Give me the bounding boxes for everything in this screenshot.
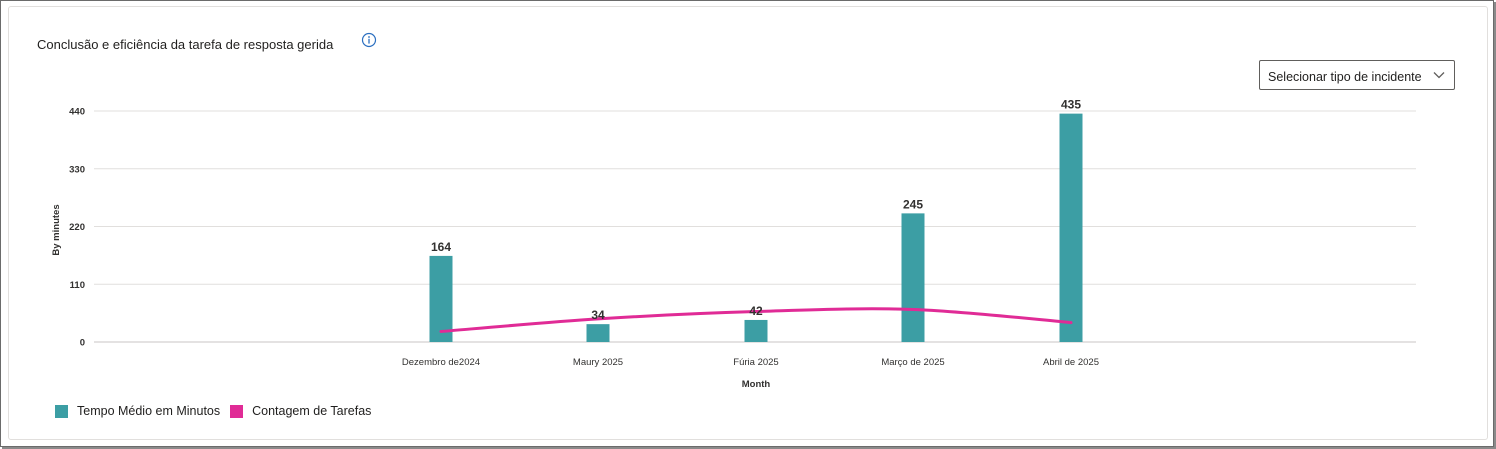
- series-line: [439, 307, 1073, 333]
- line-series: [439, 307, 1073, 333]
- x-tick-label: Dezembro de2024: [402, 357, 480, 368]
- x-tick-label: Março de 2025: [881, 357, 944, 368]
- chevron-down-icon: [1433, 72, 1445, 79]
- y-tick-label: 220: [69, 222, 85, 233]
- data-label: 164: [431, 240, 451, 254]
- incident-type-dropdown-label: Selecionar tipo de incidente: [1268, 70, 1422, 84]
- data-labels: 164 34 42 245 435: [431, 98, 1081, 323]
- chart-card: [8, 6, 1488, 440]
- legend-label-line: Contagem de Tarefas: [252, 404, 372, 418]
- bar: [901, 213, 925, 342]
- info-icon[interactable]: [361, 32, 377, 48]
- x-axis: Dezembro de2024 Maury 2025 Fúria 2025 Março…: [402, 357, 1099, 368]
- bar: [1059, 113, 1083, 342]
- bar: [429, 255, 453, 342]
- x-axis-title: Month: [742, 379, 771, 390]
- data-label: 34: [591, 308, 605, 322]
- bar: [744, 319, 768, 342]
- data-label: 245: [903, 197, 923, 211]
- legend: Tempo Médio em Minutos Contagem de Taref…: [55, 404, 381, 418]
- legend-item-line[interactable]: Contagem de Tarefas: [230, 404, 371, 418]
- y-tick-label: 440: [69, 107, 85, 118]
- data-label: 42: [749, 304, 763, 318]
- incident-type-dropdown[interactable]: Selecionar tipo de incidente: [1259, 60, 1455, 90]
- y-tick-label: 330: [69, 164, 85, 175]
- legend-swatch-bars: [55, 404, 68, 418]
- x-tick-label: Maury 2025: [573, 357, 623, 368]
- legend-label-bars: Tempo Médio em Minutos: [77, 404, 221, 418]
- x-tick-label: Abril de 2025: [1043, 357, 1099, 368]
- legend-item-bars[interactable]: Tempo Médio em Minutos: [55, 404, 220, 418]
- x-tick-label: Fúria 2025: [733, 357, 778, 368]
- y-axis: 0 110 220 330 440: [69, 107, 85, 349]
- y-tick-label: 110: [70, 280, 85, 291]
- y-tick-label: 0: [80, 338, 85, 349]
- chart-title: Conclusão e eficiência da tarefa de resp…: [37, 37, 334, 52]
- legend-swatch-line: [230, 404, 244, 418]
- data-label: 435: [1061, 98, 1081, 112]
- y-axis-title: By minutes: [51, 204, 62, 255]
- bar: [586, 324, 610, 342]
